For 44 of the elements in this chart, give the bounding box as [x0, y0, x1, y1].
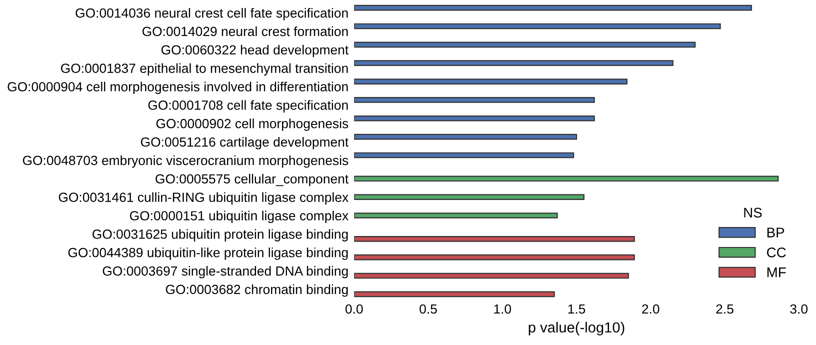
x-tick-label: 1.0 — [494, 304, 512, 314]
bar — [354, 115, 595, 122]
y-tick-label: GO:0003682 chromatin binding — [166, 284, 348, 297]
bar — [354, 134, 578, 140]
y-tick-label: GO:0044389 ubiquitin-like protein ligase binding — [68, 248, 348, 260]
y-tick-label: GO:0014029 neural crest formation — [142, 26, 348, 36]
x-tick-label: 2.0 — [642, 304, 660, 314]
x-tick-label: 3.0 — [790, 304, 808, 314]
x-tick-label: 2.5 — [716, 304, 734, 314]
legend-label: CC — [767, 248, 786, 258]
legend-label: MF — [767, 268, 786, 278]
bar — [354, 212, 558, 218]
y-tick-label: GO:0051216 cartilage development — [140, 137, 349, 150]
y-tick-label: GO:0000902 cell morphogenesis — [156, 118, 348, 131]
y-tick-label: GO:0003697 single-stranded DNA binding — [102, 266, 348, 278]
bar — [354, 152, 574, 158]
y-tick-label: GO:0031461 cullin-RING ubiquitin ligase complex — [58, 192, 348, 205]
x-tick-label: 0.0 — [345, 304, 363, 314]
y-tick-label: GO:0014036 neural crest cell fate specification — [76, 8, 348, 20]
bar — [354, 291, 555, 298]
bar — [354, 236, 635, 242]
y-tick-label: GO:0048703 embryonic viscerocranium morphogenesis — [22, 155, 348, 168]
y-tick-label: GO:0000151 ubiquitin ligase complex — [130, 210, 348, 224]
bar — [354, 60, 674, 66]
legend-title: NS — [744, 208, 762, 218]
y-tick-label: GO:0001708 cell fate specification — [148, 100, 348, 112]
x-tick-label: 0.5 — [420, 304, 437, 314]
x-axis-title: p value(-log10) — [528, 322, 624, 336]
y-tick-label: GO:0031625 ubiquitin protein ligase binding — [92, 229, 348, 242]
bar — [354, 194, 584, 200]
bar — [354, 78, 628, 84]
y-tick-label: GO:0001837 epithelial to mesenchymal transition — [61, 63, 348, 76]
bar — [354, 42, 696, 48]
y-tick-label: GO:0000904 cell morphogenesis involved in differentiation — [8, 82, 348, 94]
bar — [354, 23, 721, 30]
y-tick-label: GO:0060322 head development — [161, 44, 349, 58]
bar — [354, 254, 635, 260]
x-tick-label: 1.5 — [568, 304, 586, 314]
bar — [354, 97, 595, 103]
bar — [354, 176, 779, 182]
bar — [354, 272, 629, 279]
legend-label: BP — [767, 228, 784, 238]
y-tick-label: GO:0005575 cellular_component — [156, 174, 349, 186]
bar — [354, 4, 752, 11]
